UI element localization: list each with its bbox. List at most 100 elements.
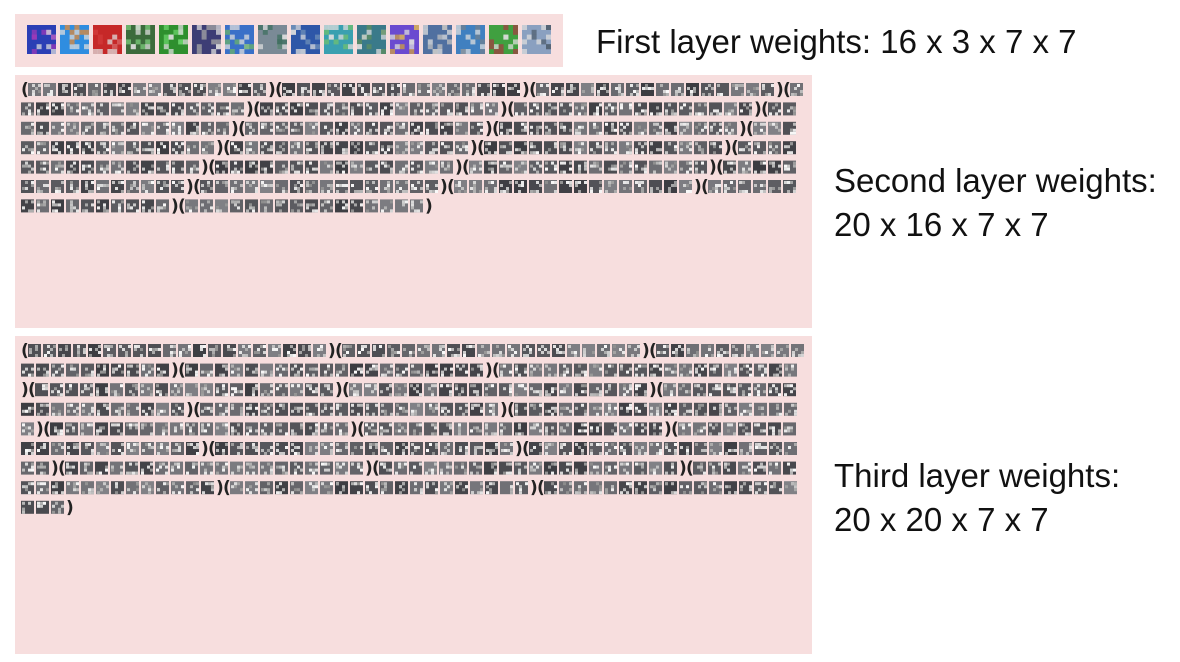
weight-filter-tile bbox=[305, 102, 318, 115]
weight-filter-tile bbox=[574, 180, 587, 193]
weight-filter-tile bbox=[245, 422, 258, 435]
weight-filter-tile bbox=[50, 383, 63, 396]
weight-filter-tile bbox=[275, 102, 288, 115]
weight-filter-tile bbox=[753, 161, 766, 174]
weight-filter-tile bbox=[694, 102, 707, 115]
weight-filter-tile bbox=[559, 141, 572, 154]
weight-filter-tile bbox=[290, 462, 303, 475]
weight-filter-tile bbox=[200, 364, 213, 377]
weight-filter-tile bbox=[103, 344, 116, 357]
weight-filter-tile bbox=[365, 161, 378, 174]
weight-filter-tile bbox=[559, 364, 572, 377]
weight-filter-tile bbox=[679, 161, 692, 174]
weight-filter-tile bbox=[186, 442, 199, 455]
weight-filter-tile bbox=[425, 180, 438, 193]
weight-filter-tile bbox=[694, 141, 707, 154]
weight-filter-tile bbox=[282, 83, 295, 96]
weight-filter-tile bbox=[544, 364, 557, 377]
weight-filter-tile bbox=[529, 442, 542, 455]
weight-filter-tile bbox=[694, 403, 707, 416]
weight-filter-tile bbox=[379, 462, 392, 475]
group-parenthesis: ( bbox=[492, 119, 500, 139]
weight-filter-tile bbox=[671, 344, 684, 357]
weight-filter-tile bbox=[701, 344, 714, 357]
weight-filter-tile bbox=[141, 141, 154, 154]
weight-filter-tile bbox=[350, 199, 363, 212]
weight-filter-tile bbox=[171, 403, 184, 416]
weight-filter-tile bbox=[679, 442, 692, 455]
weight-filter-tile bbox=[395, 180, 408, 193]
weight-filter-tile bbox=[492, 344, 505, 357]
weight-filter-tile bbox=[589, 383, 602, 396]
weight-filter-tile bbox=[290, 199, 303, 212]
weight-filter-tile bbox=[567, 344, 580, 357]
weight-filter-tile bbox=[619, 364, 632, 377]
weight-filter-tile bbox=[36, 501, 49, 514]
weight-filter-tile bbox=[783, 462, 796, 475]
weight-filter-tile bbox=[365, 403, 378, 416]
weight-filter-tile bbox=[470, 403, 483, 416]
weight-filter-tile bbox=[81, 481, 94, 494]
weight-filter-tile bbox=[387, 83, 400, 96]
weight-filter-tile bbox=[425, 122, 438, 135]
weight-filter-tile bbox=[559, 462, 572, 475]
weight-filter-tile bbox=[499, 180, 512, 193]
weight-filter-tile bbox=[529, 180, 542, 193]
weight-filter-tile bbox=[36, 141, 49, 154]
weight-filter-tile bbox=[544, 102, 557, 115]
weight-filter-tile bbox=[499, 383, 512, 396]
weight-filter-tile bbox=[320, 462, 333, 475]
weight-filter-tile bbox=[753, 422, 766, 435]
weight-filter-tile bbox=[21, 422, 34, 435]
weight-filter-tile bbox=[723, 462, 736, 475]
weight-filter-tile bbox=[335, 481, 348, 494]
first-layer-filter-grid bbox=[15, 14, 563, 67]
weight-filter-tile bbox=[126, 442, 139, 455]
weight-filter-tile bbox=[693, 462, 706, 475]
weight-filter-tile bbox=[783, 122, 796, 135]
weight-filter-tile bbox=[634, 102, 647, 115]
weight-filter-tile bbox=[790, 83, 803, 96]
weight-filter-tile bbox=[126, 122, 139, 135]
weight-filter-tile bbox=[245, 403, 258, 416]
group-parenthesis: ( bbox=[21, 341, 29, 361]
weight-filter-tile bbox=[439, 383, 452, 396]
weight-filter-tile bbox=[754, 481, 767, 494]
weight-filter-tile bbox=[96, 442, 109, 455]
weight-filter-tile bbox=[171, 161, 184, 174]
weight-filter-tile bbox=[51, 403, 64, 416]
weight-filter-tile bbox=[574, 422, 587, 435]
group-parenthesis: ( bbox=[671, 419, 679, 439]
weight-filter-tile bbox=[96, 364, 109, 377]
weight-filter-tile bbox=[409, 422, 422, 435]
group-parenthesis: ( bbox=[178, 196, 186, 216]
weight-filter-tile bbox=[230, 403, 243, 416]
weight-filter-tile bbox=[141, 199, 154, 212]
weight-filter-tile bbox=[619, 403, 632, 416]
weight-filter-tile bbox=[649, 180, 662, 193]
group-parenthesis: ( bbox=[58, 459, 66, 479]
group-parenthesis: ( bbox=[507, 99, 515, 119]
first-layer-label: First layer weights: 16 x 3 x 7 x 7 bbox=[596, 20, 1077, 64]
weight-filter-tile bbox=[111, 481, 124, 494]
weight-filter-tile bbox=[738, 383, 751, 396]
weight-filter-tile bbox=[784, 364, 797, 377]
weight-filter-tile bbox=[649, 141, 662, 154]
first-layer-filter bbox=[489, 25, 518, 54]
weight-filter-tile bbox=[275, 383, 288, 396]
weight-filter-tile bbox=[380, 141, 393, 154]
weight-filter-tile bbox=[342, 344, 355, 357]
weight-filter-tile bbox=[36, 364, 49, 377]
weight-filter-tile bbox=[163, 344, 176, 357]
weight-filter-tile bbox=[43, 83, 56, 96]
first-layer-filter bbox=[324, 25, 353, 54]
weight-filter-tile bbox=[111, 102, 124, 115]
weight-filter-tile bbox=[604, 422, 617, 435]
weight-filter-tile bbox=[65, 422, 78, 435]
weight-filter-tile bbox=[694, 442, 707, 455]
weight-filter-tile bbox=[738, 180, 751, 193]
group-parenthesis: ( bbox=[223, 138, 231, 158]
weight-filter-tile bbox=[66, 141, 79, 154]
weight-filter-tile bbox=[410, 161, 423, 174]
weight-filter-tile bbox=[619, 122, 632, 135]
